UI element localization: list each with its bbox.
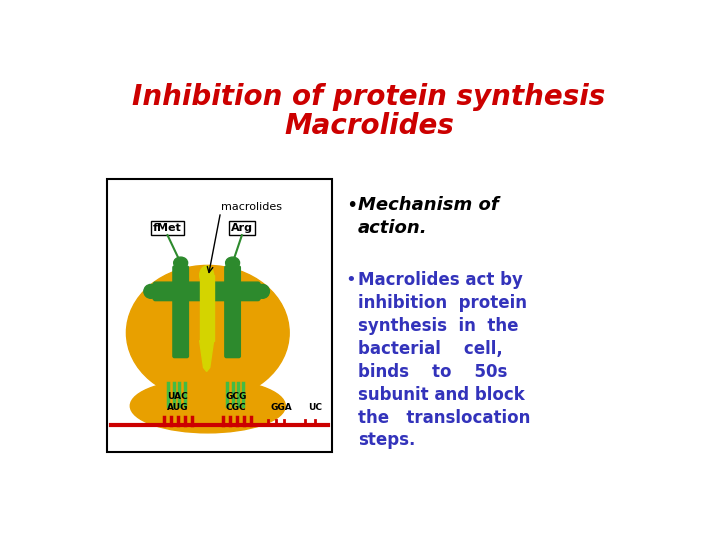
Bar	[199, 275, 214, 341]
Text: GCG: GCG	[225, 392, 246, 401]
Text: UC: UC	[307, 403, 322, 412]
Bar	[151, 221, 184, 235]
Text: Mechanism of
action.: Mechanism of action.	[358, 195, 499, 237]
Text: Arg: Arg	[231, 223, 253, 233]
Text: UAC: UAC	[167, 392, 188, 401]
Ellipse shape	[256, 285, 269, 298]
Text: AUG: AUG	[167, 403, 189, 412]
Ellipse shape	[130, 379, 285, 433]
Text: Macrolides act by
inhibition  protein
synthesis  in  the
bacterial    cell,
bind: Macrolides act by inhibition protein syn…	[358, 271, 531, 449]
Ellipse shape	[199, 266, 214, 285]
Bar	[229, 221, 255, 235]
Text: fMet: fMet	[153, 223, 182, 233]
Ellipse shape	[144, 285, 158, 298]
Ellipse shape	[204, 285, 217, 298]
Bar	[107, 179, 332, 452]
Ellipse shape	[225, 257, 240, 269]
Text: •: •	[346, 195, 357, 215]
Text: CGC: CGC	[225, 403, 246, 412]
Polygon shape	[199, 341, 214, 372]
Text: Macrolides: Macrolides	[284, 112, 454, 140]
Text: GGA: GGA	[271, 403, 292, 412]
FancyBboxPatch shape	[173, 266, 189, 357]
Text: •: •	[346, 271, 356, 289]
Ellipse shape	[196, 285, 210, 298]
FancyBboxPatch shape	[153, 282, 208, 301]
Ellipse shape	[127, 265, 289, 400]
Ellipse shape	[174, 257, 188, 269]
Text: macrolides: macrolides	[220, 202, 282, 212]
Text: Inhibition of protein synthesis: Inhibition of protein synthesis	[132, 83, 606, 111]
FancyBboxPatch shape	[205, 282, 260, 301]
FancyBboxPatch shape	[225, 266, 240, 357]
